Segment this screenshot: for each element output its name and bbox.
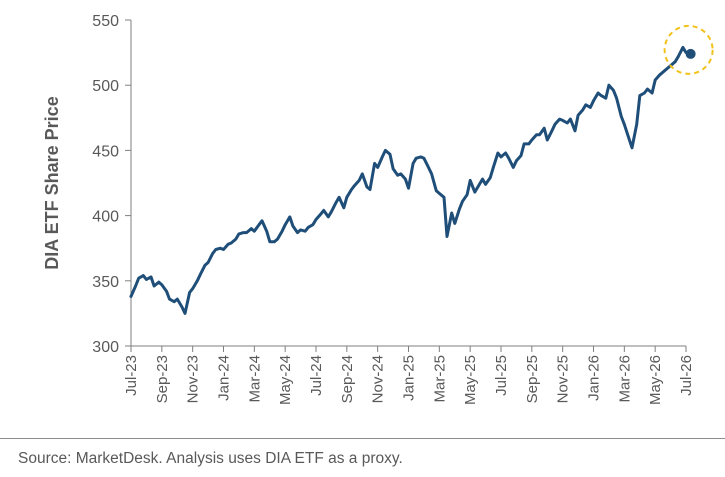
y-tick-label: 450 xyxy=(92,143,119,160)
y-tick-label: 350 xyxy=(92,274,119,291)
x-tick-label: Sep-24 xyxy=(339,355,356,403)
footer-divider xyxy=(0,438,725,439)
source-note: Source: MarketDesk. Analysis uses DIA ET… xyxy=(18,450,403,467)
y-tick-label: 300 xyxy=(92,339,119,356)
x-tick-label: Sep-25 xyxy=(524,355,541,403)
x-tick-label: Nov-24 xyxy=(370,355,387,403)
x-tick-label: May-26 xyxy=(647,355,664,405)
x-tick-label: Nov-25 xyxy=(555,355,572,403)
y-axis-title: DIA ETF Share Price xyxy=(42,96,62,269)
x-tick-label: Jan-24 xyxy=(216,355,233,401)
y-tick-label: 550 xyxy=(92,13,119,30)
x-tick-label: Mar-24 xyxy=(246,355,263,403)
x-tick-label: Sep-23 xyxy=(154,355,171,403)
x-tick-label: Jul-26 xyxy=(678,355,695,396)
y-tick-label: 500 xyxy=(92,78,119,95)
x-tick-label: May-25 xyxy=(462,355,479,405)
y-axis: 300 350 400 450 500 550 xyxy=(92,13,132,356)
x-tick-label: Jul-25 xyxy=(493,355,510,396)
highlight-circle xyxy=(663,24,714,75)
x-tick-label: Jan-26 xyxy=(586,355,603,401)
x-tick-label: Mar-25 xyxy=(431,355,448,403)
x-axis: Jul-23 Sep-23 Nov-23 Jan-24 Mar-24 May-24 Jul-… xyxy=(123,345,695,405)
x-tick-label: Jul-24 xyxy=(308,355,325,396)
x-tick-label: May-24 xyxy=(277,355,294,405)
x-tick-label: Jan-25 xyxy=(401,355,418,401)
y-tick-label: 400 xyxy=(92,209,119,226)
last-point-marker xyxy=(685,48,696,59)
plot-area xyxy=(129,45,693,315)
price-series-line xyxy=(129,45,693,315)
line-chart: DIA ETF Share Price 300 350 400 450 500 550 J… xyxy=(42,13,714,405)
x-tick-label: Jul-23 xyxy=(123,355,140,396)
x-tick-label: Mar-26 xyxy=(616,355,633,403)
highlight-layer xyxy=(663,24,714,75)
x-tick-label: Nov-23 xyxy=(185,355,202,403)
